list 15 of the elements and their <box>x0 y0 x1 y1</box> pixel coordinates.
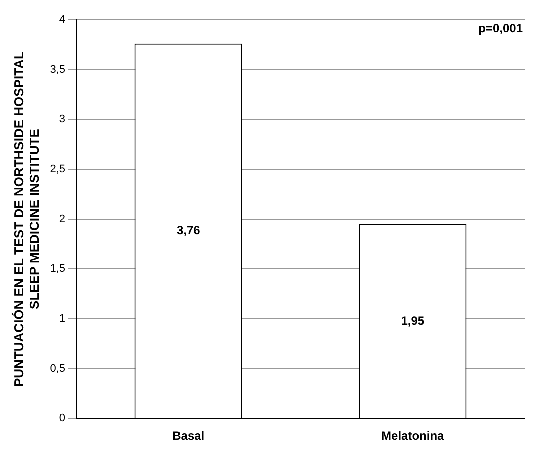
y-tick-label: 2 <box>59 213 66 226</box>
y-tick-label: 4 <box>59 14 66 26</box>
y-axis-title: PUNTUACIÓN EN EL TEST DE NORTHSIDE HOSPITAL SLEEP MEDICINE INSTITUTE <box>11 52 42 387</box>
x-tick-label: Melatonina <box>382 429 445 444</box>
data-label: 1,95 <box>401 314 425 328</box>
y-tick-label: 0,5 <box>50 362 66 375</box>
y-tick-label: 1 <box>59 312 66 325</box>
data-label: 3,76 <box>176 224 201 238</box>
y-tick-label: 2,5 <box>50 164 66 176</box>
y-tick-label: 0 <box>59 412 66 425</box>
y-tick-label: 1,5 <box>50 263 66 276</box>
y-tick-label: 3,5 <box>50 64 66 76</box>
y-tick-label: 3 <box>59 114 66 126</box>
x-tick-label: Basal <box>172 429 205 444</box>
annotation: p=0,001 <box>478 21 524 36</box>
